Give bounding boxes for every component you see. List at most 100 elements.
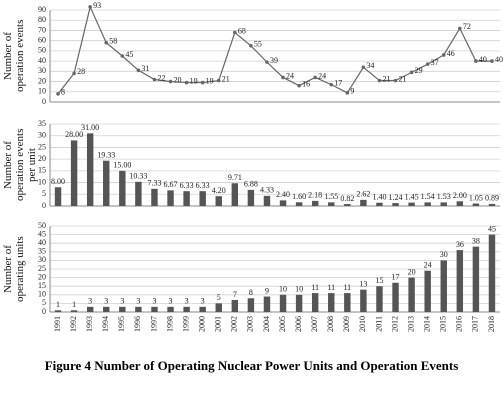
data-label: 1.45 bbox=[405, 192, 419, 201]
data-label: 38 bbox=[472, 236, 480, 245]
point bbox=[425, 62, 430, 66]
data-label: 55 bbox=[254, 40, 262, 49]
data-label: 8.00 bbox=[51, 177, 65, 186]
x-tick-label: 1997 bbox=[149, 316, 158, 332]
bar bbox=[119, 306, 126, 312]
point bbox=[152, 77, 157, 82]
bar bbox=[488, 203, 496, 206]
data-label: 19.33 bbox=[97, 151, 115, 160]
data-label: 4.20 bbox=[212, 186, 226, 195]
point bbox=[72, 71, 76, 76]
bar bbox=[392, 203, 399, 206]
bar bbox=[311, 293, 319, 312]
data-label: 72 bbox=[463, 22, 471, 31]
data-label: 8 bbox=[249, 288, 253, 297]
data-label: 24 bbox=[318, 71, 326, 80]
data-label: 2.40 bbox=[276, 190, 290, 199]
bar bbox=[408, 202, 415, 206]
line bbox=[57, 5, 492, 95]
x-tick-label: 2006 bbox=[294, 316, 303, 332]
bar bbox=[344, 293, 351, 312]
data-label: 6.88 bbox=[244, 180, 258, 189]
data-label: 9 bbox=[350, 87, 354, 96]
x-tick-label: 1991 bbox=[53, 316, 62, 332]
bar bbox=[86, 133, 94, 206]
point bbox=[265, 60, 269, 64]
bar bbox=[360, 289, 367, 312]
point bbox=[88, 5, 92, 9]
data-label: 68 bbox=[238, 26, 246, 35]
point bbox=[104, 40, 109, 45]
data-label: 21 bbox=[222, 74, 230, 83]
bar bbox=[167, 190, 174, 206]
data-label: 6.33 bbox=[180, 181, 194, 190]
x-tick-label: 2010 bbox=[358, 316, 367, 332]
y-tick-label: 25 bbox=[38, 142, 46, 151]
y-tick-label: 10 bbox=[38, 87, 46, 96]
data-label: 3 bbox=[152, 297, 156, 306]
data-label: 19 bbox=[206, 76, 214, 85]
bar bbox=[344, 204, 351, 206]
x-tick-label: 2008 bbox=[326, 316, 335, 332]
y-tick-label: 50 bbox=[38, 46, 46, 55]
data-label: 11 bbox=[311, 283, 319, 292]
data-label: 17 bbox=[334, 78, 342, 87]
y-tick-label: 35 bbox=[38, 247, 46, 256]
bar bbox=[376, 202, 383, 206]
y-tick-label: 30 bbox=[38, 131, 46, 140]
bar bbox=[408, 277, 415, 312]
data-label: 3 bbox=[185, 297, 189, 306]
x-tick-label: 2009 bbox=[342, 316, 351, 332]
data-label: 3 bbox=[136, 297, 140, 306]
point bbox=[249, 43, 253, 48]
data-label: 13 bbox=[359, 279, 367, 288]
bar bbox=[231, 183, 239, 206]
data-label: 10.33 bbox=[129, 172, 147, 181]
caption: Figure 4 Number of Operating Nuclear Pow… bbox=[44, 358, 459, 373]
x-tick-label: 2018 bbox=[487, 316, 496, 332]
bar bbox=[328, 202, 335, 206]
data-label: 1.24 bbox=[389, 193, 403, 202]
data-label: 3 bbox=[88, 297, 92, 306]
bar bbox=[54, 310, 62, 312]
bar bbox=[247, 189, 255, 206]
bar bbox=[360, 199, 367, 206]
x-tick-label: 1992 bbox=[69, 316, 78, 332]
x-tick-label: 2002 bbox=[230, 316, 239, 332]
y-tick-label: 70 bbox=[38, 25, 46, 34]
bar bbox=[376, 286, 383, 312]
data-label: 28 bbox=[77, 67, 85, 76]
x-tick-label: 2001 bbox=[214, 316, 223, 332]
point bbox=[313, 75, 317, 80]
data-label: 45 bbox=[488, 224, 496, 233]
data-label: 31 bbox=[141, 64, 149, 73]
x-tick-label: 1995 bbox=[117, 316, 126, 332]
x-tick-label: 2014 bbox=[423, 316, 432, 332]
data-label: 3 bbox=[120, 297, 124, 306]
y-tick-label: 45 bbox=[38, 229, 46, 238]
point bbox=[184, 80, 189, 85]
y-tick-label: 15 bbox=[38, 281, 46, 290]
bar bbox=[215, 303, 222, 312]
point bbox=[458, 26, 462, 31]
x-tick-label: 2011 bbox=[374, 316, 383, 332]
x-tick-label: 2016 bbox=[455, 316, 464, 332]
bar bbox=[456, 201, 464, 206]
bar bbox=[103, 160, 110, 206]
y-tick-label: 0 bbox=[42, 97, 46, 106]
point bbox=[361, 65, 366, 70]
y-axis-label: Number of operation events per unit bbox=[2, 128, 38, 202]
data-label: 1 bbox=[56, 300, 60, 309]
y-tick-label: 40 bbox=[38, 238, 46, 247]
bar bbox=[231, 299, 239, 312]
bar bbox=[295, 202, 303, 206]
bar bbox=[183, 191, 190, 206]
data-label: 4.33 bbox=[260, 186, 274, 195]
bar bbox=[54, 187, 62, 206]
x-tick-label: 2017 bbox=[471, 316, 480, 332]
bar bbox=[119, 170, 126, 206]
data-label: 15.00 bbox=[113, 161, 131, 170]
data-label: 9 bbox=[265, 286, 269, 295]
data-label: 20 bbox=[408, 267, 416, 276]
